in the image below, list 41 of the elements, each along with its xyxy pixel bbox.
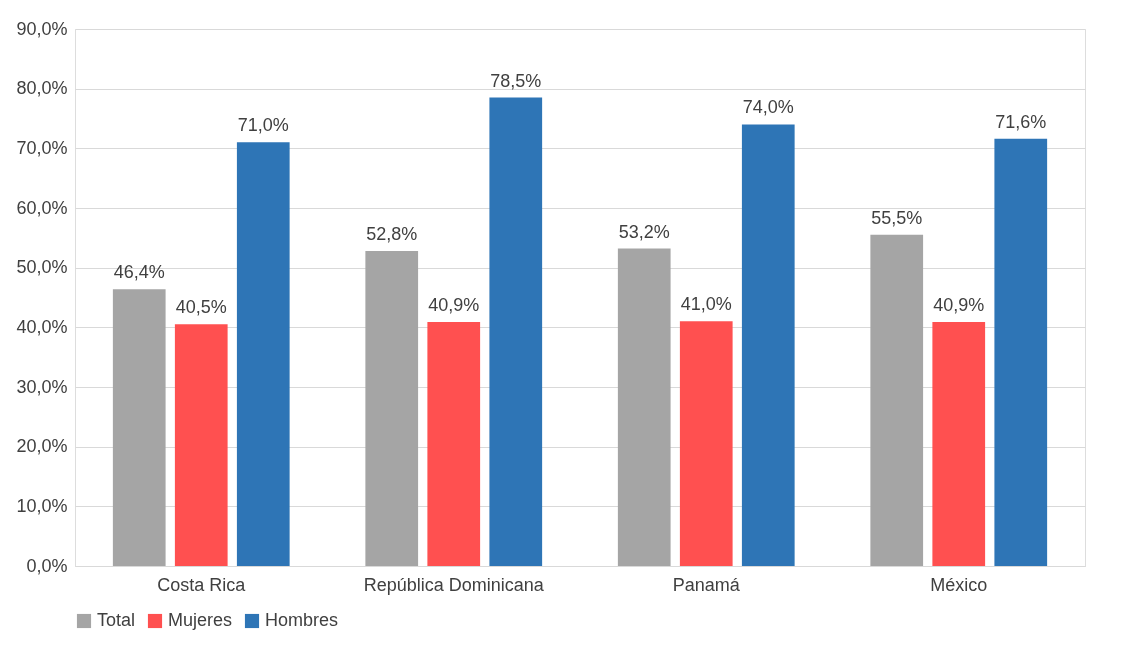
data-label: 55,5% (871, 207, 923, 228)
bar (489, 97, 543, 566)
data-label: 41,0% (680, 294, 732, 315)
bar (617, 248, 671, 566)
bar (741, 124, 795, 566)
bar (932, 321, 986, 566)
y-tick-label: 0,0% (26, 555, 68, 576)
data-label: 74,0% (742, 97, 794, 118)
data-label: 52,8% (366, 223, 418, 244)
y-tick-label: 40,0% (16, 316, 68, 337)
data-label: 71,0% (237, 115, 289, 136)
y-tick-label: 10,0% (16, 495, 68, 516)
bar (365, 250, 419, 566)
bar (236, 142, 290, 566)
data-label: 46,4% (113, 262, 165, 283)
bar (870, 234, 924, 566)
y-tick-label: 60,0% (16, 197, 68, 218)
y-tick-label: 20,0% (16, 436, 68, 457)
data-label: 40,9% (428, 294, 480, 315)
bar (994, 138, 1048, 566)
bar (679, 321, 733, 566)
x-tick-label: Costa Rica (157, 574, 247, 595)
data-label: 53,2% (618, 221, 670, 242)
y-tick-label: 90,0% (16, 18, 68, 39)
y-tick-label: 30,0% (16, 376, 68, 397)
data-label: 40,9% (933, 294, 985, 315)
bar (112, 289, 166, 566)
data-label: 78,5% (490, 70, 542, 91)
x-tick-label: Panamá (672, 574, 741, 595)
legend-label: Hombres (265, 610, 339, 630)
bar (174, 324, 228, 566)
data-label: 71,6% (995, 111, 1047, 132)
bar (427, 321, 481, 566)
legend-label: Total (97, 610, 136, 630)
legend-label: Mujeres (168, 610, 233, 630)
data-label: 40,5% (175, 297, 227, 318)
y-tick-label: 80,0% (16, 78, 68, 99)
x-tick-label: México (930, 574, 988, 595)
x-tick-label: República Dominicana (363, 574, 545, 595)
y-tick-label: 70,0% (16, 137, 68, 158)
y-tick-label: 50,0% (16, 257, 68, 278)
